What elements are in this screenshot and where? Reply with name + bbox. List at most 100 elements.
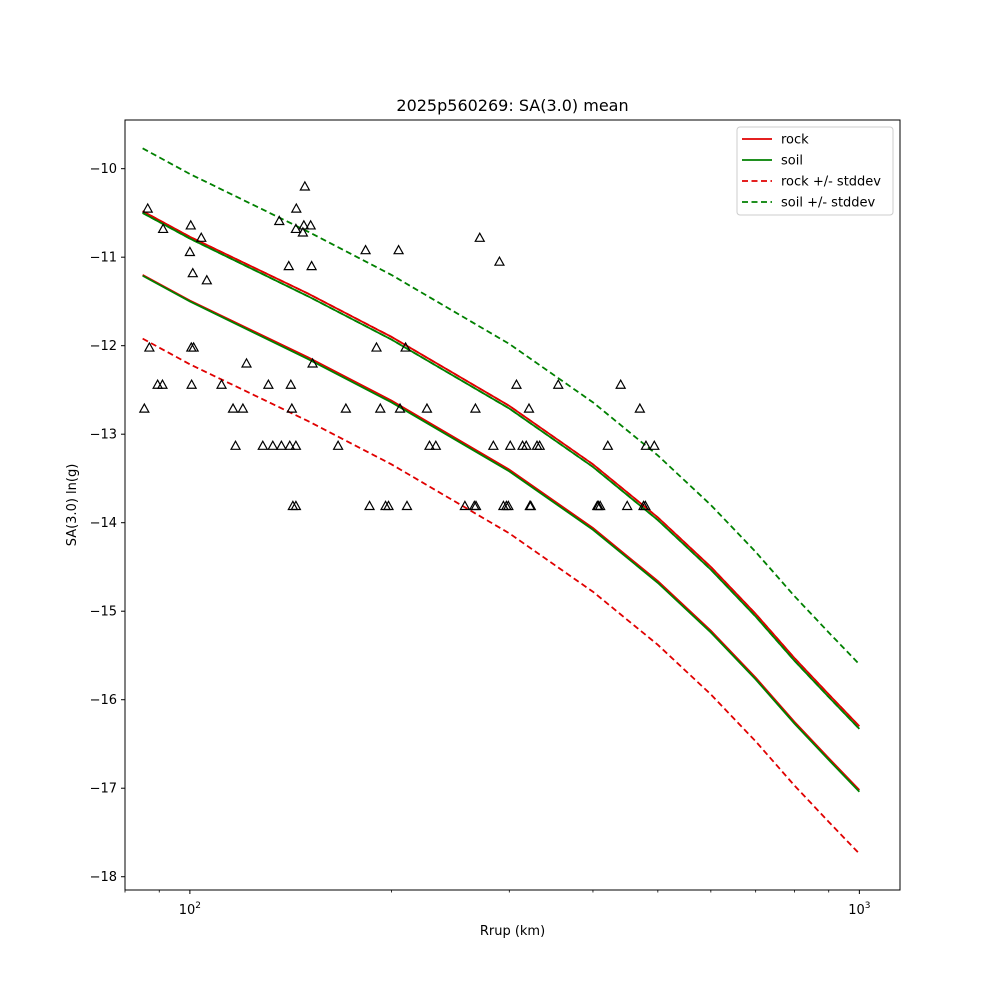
- data-point: [273, 215, 285, 226]
- data-point: [227, 402, 239, 413]
- y-tick-label: −12: [90, 339, 117, 354]
- data-point: [286, 402, 298, 413]
- y-axis-label: SA(3.0) ln(g): [65, 464, 80, 547]
- legend-label: rock +/- stddev: [781, 175, 881, 190]
- data-point: [143, 341, 155, 352]
- curve-1: [142, 274, 861, 793]
- data-point: [400, 341, 412, 352]
- y-tick-label: −13: [90, 428, 117, 443]
- data-point: [332, 439, 344, 450]
- data-point: [382, 500, 395, 511]
- data-point: [297, 226, 309, 237]
- data-point: [275, 439, 287, 450]
- data-point: [374, 402, 386, 413]
- data-point: [185, 219, 197, 230]
- data-point: [240, 357, 253, 368]
- data-point: [520, 439, 532, 450]
- data-point: [534, 439, 546, 450]
- data-point: [430, 439, 442, 450]
- data-point: [307, 357, 319, 368]
- data-point: [360, 244, 372, 255]
- data-point: [423, 439, 436, 450]
- data-point: [290, 439, 302, 450]
- data-point: [187, 267, 199, 278]
- data-point: [306, 260, 318, 271]
- legend-label: soil +/- stddev: [781, 196, 876, 211]
- data-point: [510, 378, 522, 389]
- data-point: [487, 439, 499, 450]
- y-tick-label: −10: [90, 162, 117, 177]
- chart-title: 2025p560269: SA(3.0) mean: [396, 96, 628, 115]
- data-point: [290, 500, 302, 511]
- data-point: [504, 439, 516, 450]
- data-point: [138, 402, 150, 413]
- data-point: [184, 246, 196, 257]
- legend-label: soil: [781, 154, 803, 169]
- axis-ticks: −10 −11 −12 −13 −14 −15 −16 −17 −18 102 103: [90, 162, 871, 918]
- y-tick-label: −15: [90, 605, 117, 620]
- data-point: [470, 500, 482, 511]
- data-point: [299, 180, 311, 191]
- x-axis-label: Rrup (km): [480, 924, 545, 939]
- data-point: [401, 500, 413, 511]
- data-point: [634, 402, 646, 413]
- data-point: [525, 500, 537, 511]
- data-point: [340, 402, 352, 413]
- y-tick-label: −11: [90, 251, 117, 266]
- legend-label: rock: [781, 133, 809, 148]
- data-point: [523, 402, 535, 413]
- points-layer: [138, 180, 660, 511]
- data-point: [298, 219, 310, 230]
- data-point: [186, 378, 198, 389]
- data-point: [594, 500, 606, 511]
- data-point: [364, 500, 376, 511]
- data-point: [459, 500, 471, 511]
- data-point: [474, 231, 486, 242]
- y-tick-label: −14: [90, 516, 117, 531]
- data-point: [621, 500, 633, 511]
- data-point: [305, 219, 317, 230]
- data-point: [393, 244, 405, 255]
- data-point: [188, 341, 200, 352]
- y-tick-label: −18: [90, 870, 117, 885]
- data-point: [283, 260, 295, 271]
- data-point: [216, 378, 228, 389]
- legend-box: [736, 126, 894, 216]
- curve-0: [142, 274, 861, 791]
- data-point: [639, 500, 651, 511]
- data-point: [290, 223, 302, 234]
- data-point: [502, 500, 514, 511]
- data-point: [552, 378, 564, 389]
- data-point: [284, 439, 296, 450]
- data-point: [267, 439, 279, 450]
- x-tick-label: 103: [848, 901, 870, 918]
- data-point: [195, 231, 207, 242]
- y-tick-label: −16: [90, 693, 117, 708]
- data-point: [156, 378, 168, 389]
- data-point: [285, 378, 297, 389]
- data-point: [257, 439, 269, 450]
- data-point: [290, 202, 302, 213]
- plot-frame: [124, 119, 901, 891]
- data-point: [201, 274, 213, 285]
- data-point: [469, 402, 481, 413]
- data-point: [640, 439, 652, 450]
- data-point: [394, 402, 406, 413]
- x-tick-label: 102: [179, 901, 201, 918]
- data-point: [262, 378, 274, 389]
- data-point: [421, 402, 433, 413]
- data-point: [157, 223, 169, 234]
- curve-7: [142, 212, 861, 730]
- data-point: [602, 439, 614, 450]
- curve-6: [142, 210, 861, 727]
- data-point: [230, 439, 242, 450]
- data-point: [615, 378, 627, 389]
- curve-4: [142, 147, 861, 665]
- data-point: [237, 402, 249, 413]
- data-point: [648, 439, 660, 450]
- y-tick-label: −17: [90, 782, 117, 797]
- data-point: [142, 202, 154, 213]
- legend: rock soil rock +/- stddev soil +/- stddev: [736, 126, 894, 216]
- data-point: [493, 255, 505, 266]
